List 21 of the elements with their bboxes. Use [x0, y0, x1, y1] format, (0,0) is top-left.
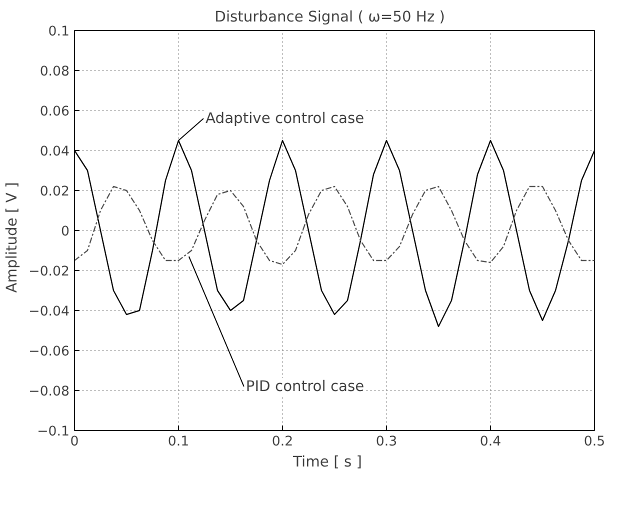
y-tick-label: −0.08 [28, 384, 70, 400]
y-axis-title: Amplitude [ V ] [4, 182, 21, 293]
x-axis-title: Time [ s ] [292, 454, 362, 470]
y-tick-label: 0.04 [40, 144, 70, 160]
x-tick-label: 0.3 [376, 434, 398, 450]
y-tick-label: 0.06 [40, 104, 70, 120]
y-tick-label: 0.08 [40, 64, 70, 80]
y-tick-label: −0.06 [28, 344, 70, 360]
y-tick-label: −0.02 [28, 264, 70, 280]
y-tick-label: −0.04 [28, 304, 70, 320]
x-tick-label: 0.2 [272, 434, 294, 450]
x-tick-label: 0.4 [480, 434, 502, 450]
y-tick-label: 0.02 [40, 184, 70, 200]
x-tick-label: 0.5 [584, 434, 606, 450]
annotation: Adaptive control case [206, 110, 364, 127]
annotation: PID control case [246, 378, 364, 395]
y-tick-label: 0 [61, 224, 70, 240]
x-tick-label: 0.1 [168, 434, 190, 450]
chart-title: Disturbance Signal ( ω=50 Hz ) [214, 8, 446, 26]
y-tick-label: 0.1 [48, 24, 70, 40]
y-tick-label: −0.1 [37, 424, 70, 440]
